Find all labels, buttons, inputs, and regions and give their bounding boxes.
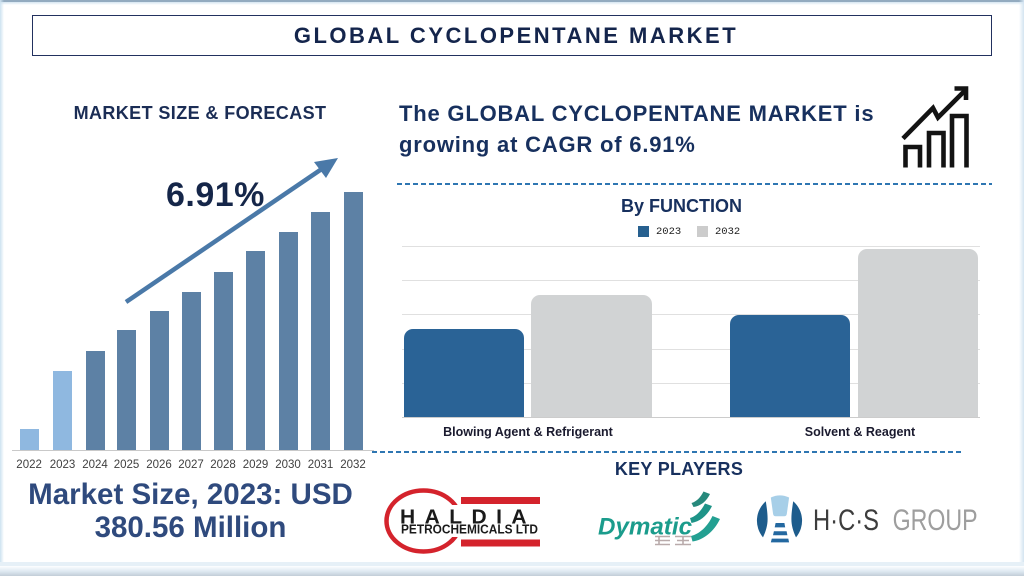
svg-text:PETROCHEMICALS LTD: PETROCHEMICALS LTD (401, 523, 538, 537)
svg-text:HALDIA: HALDIA (400, 507, 536, 529)
svg-text:H·C·S: H·C·S (813, 504, 879, 537)
svg-text:GROUP: GROUP (893, 504, 978, 537)
